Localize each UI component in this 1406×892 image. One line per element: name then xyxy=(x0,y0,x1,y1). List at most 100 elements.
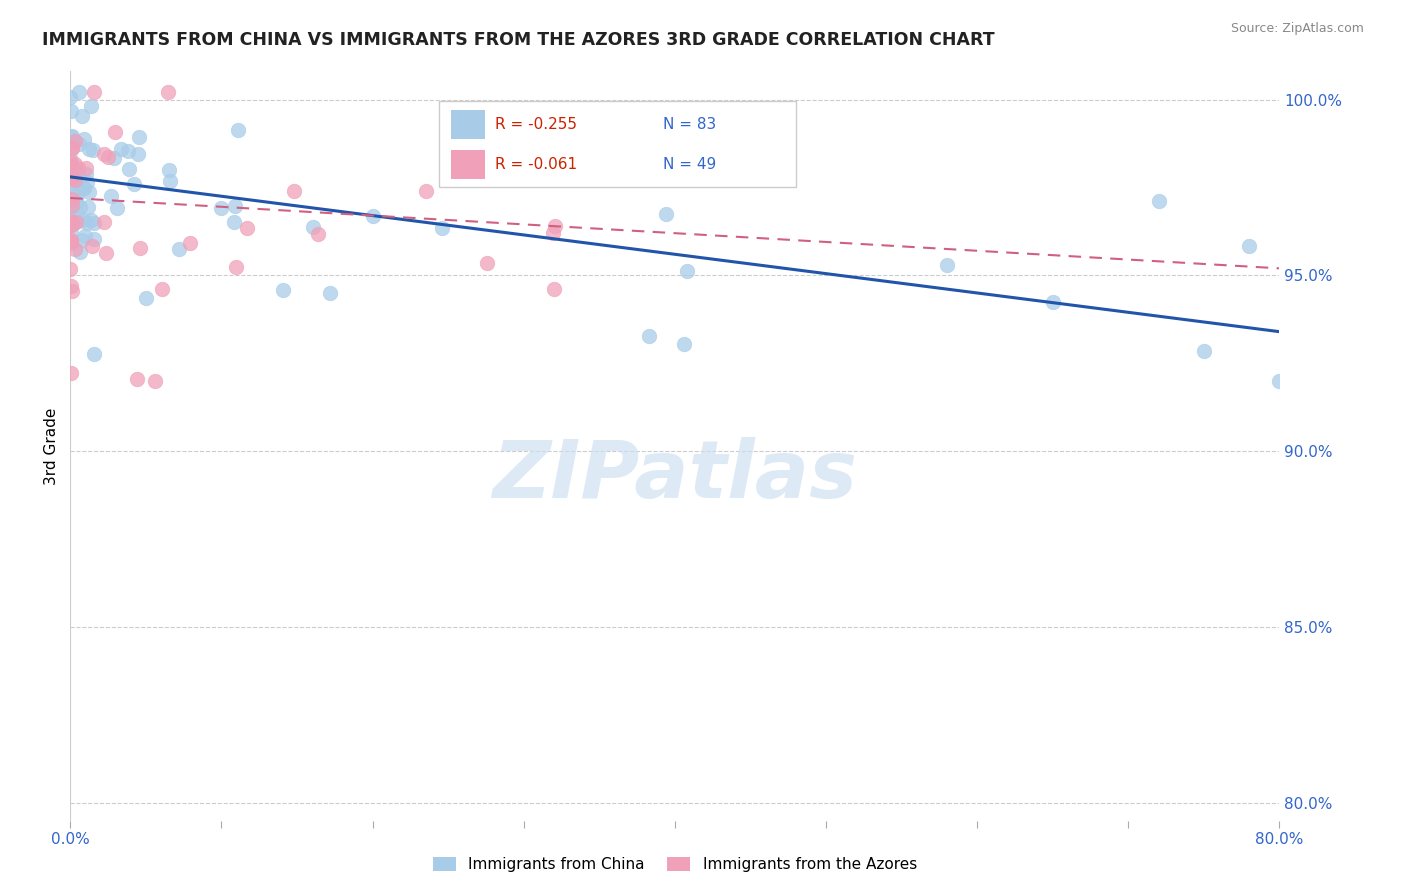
Point xyxy=(72,213,94,227)
Point xyxy=(236,221,259,235)
Point xyxy=(222,214,245,228)
Point xyxy=(319,285,342,300)
Point xyxy=(432,220,454,235)
Point xyxy=(59,158,82,172)
Point xyxy=(127,147,149,161)
Point xyxy=(1284,280,1306,294)
Point xyxy=(124,178,146,192)
Point xyxy=(135,292,157,306)
Point xyxy=(59,169,82,183)
Point xyxy=(65,243,87,257)
Point xyxy=(179,235,201,250)
Text: ZIPatlas: ZIPatlas xyxy=(492,437,858,515)
Point xyxy=(70,233,93,247)
Point xyxy=(80,239,103,253)
Point xyxy=(93,147,115,161)
Point xyxy=(361,209,384,223)
Point xyxy=(63,157,86,171)
Point xyxy=(638,328,661,343)
Text: R = -0.255: R = -0.255 xyxy=(495,117,576,132)
Point xyxy=(63,134,86,148)
Point xyxy=(103,151,125,165)
Point xyxy=(307,227,329,242)
Point xyxy=(77,142,100,156)
Point xyxy=(59,216,82,230)
Point xyxy=(96,245,118,260)
Point xyxy=(60,163,83,178)
Point xyxy=(69,200,91,214)
Point xyxy=(59,234,82,248)
Point xyxy=(415,184,437,198)
Point xyxy=(143,374,166,388)
Point xyxy=(66,188,89,202)
Point xyxy=(60,128,83,143)
Point xyxy=(76,175,98,189)
Point xyxy=(75,161,97,175)
Point xyxy=(534,152,557,166)
Point xyxy=(59,278,82,293)
Point xyxy=(67,171,90,186)
Point xyxy=(226,123,249,137)
Point xyxy=(75,167,97,181)
Point xyxy=(543,282,565,296)
Point xyxy=(60,198,83,212)
Point xyxy=(209,201,232,215)
Point xyxy=(283,184,305,198)
Point xyxy=(62,186,84,200)
Point xyxy=(224,199,246,213)
Point xyxy=(59,130,82,145)
Point xyxy=(69,244,91,259)
Point xyxy=(63,172,86,186)
Point xyxy=(59,261,82,276)
Point xyxy=(72,132,94,146)
Point xyxy=(59,104,82,119)
Y-axis label: 3rd Grade: 3rd Grade xyxy=(44,408,59,484)
Point xyxy=(65,167,87,181)
Point xyxy=(156,86,179,100)
Point xyxy=(60,141,83,155)
Point xyxy=(569,170,592,185)
Point xyxy=(83,346,105,360)
Point xyxy=(60,216,83,230)
Point xyxy=(676,264,699,278)
Point xyxy=(80,99,103,113)
Text: N = 49: N = 49 xyxy=(662,157,716,172)
Point xyxy=(159,173,181,187)
Point xyxy=(79,186,101,200)
Point xyxy=(59,171,82,186)
Point xyxy=(301,219,323,234)
Point xyxy=(67,137,90,152)
Legend: Immigrants from China, Immigrants from the Azores: Immigrants from China, Immigrants from t… xyxy=(425,849,925,880)
Point xyxy=(82,144,104,158)
Point xyxy=(1147,194,1170,208)
Point xyxy=(1192,344,1215,359)
Point xyxy=(59,177,82,191)
Point xyxy=(66,209,89,223)
Text: IMMIGRANTS FROM CHINA VS IMMIGRANTS FROM THE AZORES 3RD GRADE CORRELATION CHART: IMMIGRANTS FROM CHINA VS IMMIGRANTS FROM… xyxy=(42,31,995,49)
Point xyxy=(1298,325,1320,339)
Point xyxy=(83,232,105,246)
Point xyxy=(60,137,83,152)
Point xyxy=(59,202,82,217)
Point xyxy=(59,233,82,247)
Point xyxy=(59,226,82,240)
FancyBboxPatch shape xyxy=(439,102,796,187)
Point xyxy=(67,86,90,100)
Point xyxy=(83,86,105,100)
Point xyxy=(103,125,125,139)
Point xyxy=(60,192,83,206)
Point xyxy=(60,284,83,298)
Point xyxy=(65,195,87,210)
Point xyxy=(475,256,498,270)
Point xyxy=(1239,238,1261,252)
Point xyxy=(65,215,87,229)
Point xyxy=(73,181,96,195)
Point xyxy=(76,216,98,230)
Point xyxy=(117,145,139,159)
Point xyxy=(60,236,83,251)
Point xyxy=(60,155,83,169)
Point xyxy=(59,151,82,165)
Point xyxy=(59,366,82,380)
Text: N = 83: N = 83 xyxy=(662,117,716,132)
Point xyxy=(76,200,98,214)
